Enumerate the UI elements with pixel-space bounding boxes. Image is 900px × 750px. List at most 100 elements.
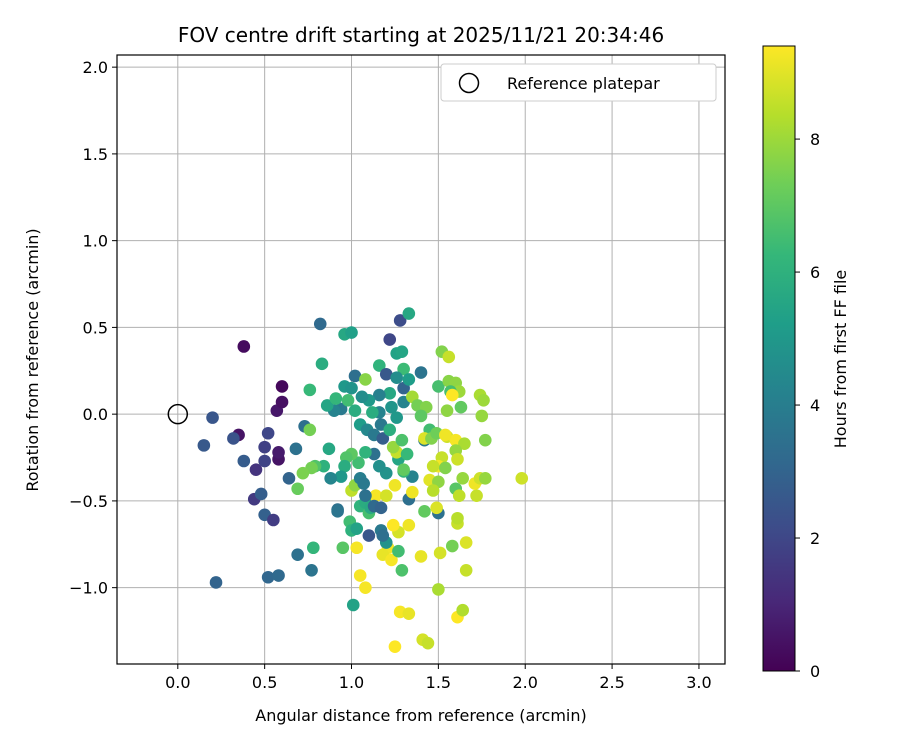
y-tick-label: 0.0 bbox=[83, 405, 108, 424]
data-point bbox=[426, 459, 440, 473]
data-point bbox=[353, 569, 367, 582]
legend-marker-icon bbox=[458, 72, 480, 94]
plot-frame bbox=[116, 54, 726, 665]
reference-marker bbox=[167, 403, 189, 425]
data-point bbox=[385, 553, 398, 567]
data-point bbox=[470, 489, 483, 503]
data-point bbox=[272, 569, 285, 582]
legend-label: Reference platepar bbox=[507, 74, 660, 93]
data-point bbox=[324, 472, 337, 485]
data-point bbox=[430, 501, 443, 515]
data-point bbox=[400, 447, 414, 461]
data-point bbox=[388, 478, 402, 492]
data-point bbox=[261, 570, 275, 584]
y-tick-label: 2.0 bbox=[83, 58, 108, 77]
x-tick-label: 2.5 bbox=[599, 673, 624, 692]
y-axis-label: Rotation from reference (arcmin) bbox=[23, 228, 42, 491]
data-point bbox=[313, 317, 327, 331]
data-point bbox=[395, 433, 409, 447]
x-tick-label: 3.0 bbox=[686, 673, 711, 692]
data-point bbox=[329, 392, 343, 405]
data-point bbox=[366, 406, 379, 419]
data-point bbox=[305, 564, 318, 577]
x-tick-label: 2.0 bbox=[513, 673, 538, 692]
data-point bbox=[254, 487, 268, 501]
data-point bbox=[197, 439, 211, 452]
data-point bbox=[350, 541, 364, 555]
data-point bbox=[402, 607, 416, 620]
data-point bbox=[432, 380, 445, 393]
y-tick-label: 1.5 bbox=[83, 145, 108, 164]
data-point bbox=[291, 548, 304, 561]
data-point bbox=[376, 432, 390, 445]
data-point bbox=[402, 518, 416, 532]
data-point bbox=[376, 529, 390, 542]
data-point bbox=[359, 446, 372, 459]
data-point bbox=[345, 381, 358, 395]
data-point bbox=[388, 640, 402, 653]
colorbar-label: Hours from first FF file bbox=[831, 270, 850, 449]
colorbar-tick-label: 2 bbox=[810, 529, 820, 548]
data-point bbox=[379, 367, 393, 381]
data-point bbox=[237, 454, 251, 468]
data-point bbox=[383, 387, 397, 400]
data-point bbox=[362, 529, 376, 542]
data-point bbox=[209, 576, 223, 589]
data-point bbox=[237, 340, 251, 353]
data-point bbox=[414, 366, 428, 379]
data-point bbox=[445, 388, 459, 402]
data-point bbox=[439, 461, 452, 475]
data-point bbox=[406, 485, 419, 499]
y-axis-ticks: −1.0 −0.5 0.0 0.5 1.0 1.5 2.0 bbox=[69, 58, 117, 598]
data-point bbox=[475, 409, 489, 423]
colorbar-ticks: 0 2 4 6 8 bbox=[795, 130, 820, 681]
data-point bbox=[331, 505, 344, 518]
data-point bbox=[227, 432, 240, 445]
data-point bbox=[282, 472, 296, 485]
reference-point-icon bbox=[167, 403, 189, 425]
data-point bbox=[477, 393, 490, 407]
data-point bbox=[459, 564, 473, 577]
data-point bbox=[515, 472, 529, 485]
data-point bbox=[433, 546, 447, 560]
data-point bbox=[355, 390, 369, 404]
data-point bbox=[296, 466, 310, 480]
data-point bbox=[414, 550, 428, 563]
data-point bbox=[452, 489, 466, 503]
data-point bbox=[397, 463, 410, 476]
data-point bbox=[267, 513, 280, 527]
data-point bbox=[478, 472, 492, 485]
x-axis-ticks: 0.0 0.5 1.0 1.5 2.0 2.5 3.0 bbox=[165, 664, 712, 692]
data-point bbox=[315, 357, 329, 371]
data-point bbox=[249, 463, 263, 476]
x-tick-label: 1.0 bbox=[339, 673, 364, 692]
data-point bbox=[418, 505, 431, 518]
data-point bbox=[402, 307, 416, 320]
data-point bbox=[336, 541, 350, 555]
data-point bbox=[454, 400, 468, 414]
data-point bbox=[432, 583, 445, 596]
data-point bbox=[459, 536, 473, 549]
data-point bbox=[346, 598, 360, 612]
data-point bbox=[206, 411, 219, 424]
data-point bbox=[369, 489, 383, 503]
data-point bbox=[352, 456, 365, 470]
data-point bbox=[456, 603, 469, 617]
grid-lines bbox=[117, 55, 725, 664]
colorbar-tick-label: 8 bbox=[810, 130, 820, 149]
data-point bbox=[334, 470, 348, 483]
data-point bbox=[414, 409, 428, 423]
data-point bbox=[439, 428, 452, 442]
data-point bbox=[402, 373, 416, 386]
legend-box bbox=[440, 63, 717, 102]
data-point bbox=[445, 539, 459, 553]
data-point bbox=[379, 489, 393, 503]
data-point bbox=[373, 388, 386, 402]
data-point bbox=[275, 395, 289, 409]
data-point bbox=[373, 359, 386, 372]
y-tick-label: −1.0 bbox=[69, 579, 108, 598]
colorbar bbox=[762, 45, 796, 672]
data-point bbox=[341, 393, 355, 407]
y-tick-label: 1.0 bbox=[83, 232, 108, 251]
